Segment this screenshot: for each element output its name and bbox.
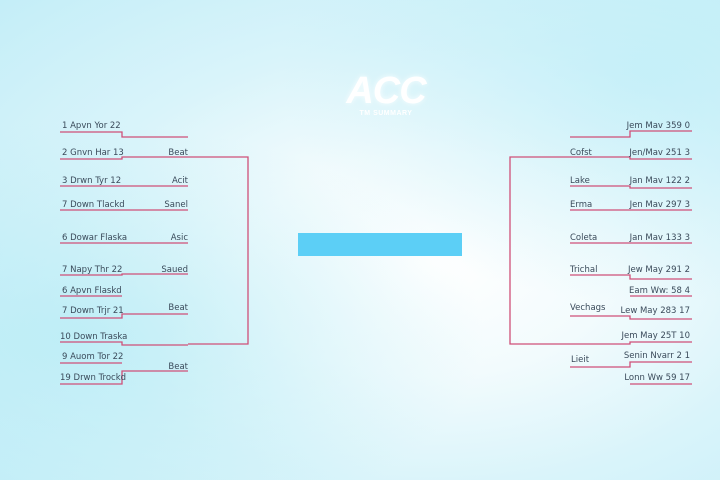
right-team[interactable]: Lew May 283 17 [620,306,691,316]
left-team[interactable]: 7 Down Tlackd [62,200,125,210]
right-team[interactable]: Jem Mav 359 0 [626,121,690,131]
left-winner[interactable]: Beat [168,303,188,313]
right-winner[interactable]: Lake [570,176,590,186]
center-final-slot[interactable] [298,233,462,256]
logo-main: ACC [346,70,426,112]
right-team[interactable]: Jan Mav 133 3 [629,233,690,243]
left-team[interactable]: 19 Drwn Trockd [60,373,127,383]
right-team[interactable]: Jen Mav 297 3 [629,200,690,210]
right-winner[interactable]: Erma [570,200,593,210]
left-team[interactable]: 7 Down Trjr 21 [62,306,124,316]
right-winner[interactable]: Cofst [570,148,592,158]
left-winner[interactable]: Beat [168,148,188,158]
right-winner[interactable]: Lieit [571,355,590,365]
left-team[interactable]: 6 Apvn Flaskd [62,286,122,296]
left-team[interactable]: 2 Gnvn Har 13 [62,148,124,158]
left-team[interactable]: 10 Down Traska [60,332,128,342]
left-winner[interactable]: Sanel [164,200,188,210]
right-team[interactable]: Eam Ww: 58 4 [629,286,690,296]
left-winner[interactable]: Asic [170,233,188,243]
logo-sub: TM SUMMARY [359,110,413,117]
left-winner[interactable]: Acit [171,176,188,186]
left-team[interactable]: 6 Dowar Flaska [62,233,128,243]
right-winner[interactable]: Vechags [570,303,606,313]
logo: ACC TM SUMMARY [336,72,436,118]
right-team[interactable]: Jew May 291 2 [628,265,690,275]
left-team[interactable]: 1 Apvn Yor 22 [62,121,121,131]
right-team[interactable]: Lonn Ww 59 17 [624,373,690,383]
right-team[interactable]: Jen/Mav 251 3 [629,148,690,158]
left-winner[interactable]: Saued [161,265,188,275]
right-team[interactable]: Jem May 25T 10 [621,331,690,341]
left-winner[interactable]: Beat [168,362,188,372]
left-team[interactable]: 9 Auom Tor 22 [62,352,124,362]
right-winner[interactable]: Coleta [570,233,598,243]
left-team[interactable]: 3 Drwn Tyr 12 [62,176,122,186]
right-team[interactable]: Jan Mav 122 2 [629,176,690,186]
right-team[interactable]: Senin Nvarr 2 1 [623,351,690,361]
right-winner[interactable]: Trichal [570,265,598,275]
left-team[interactable]: 7 Napy Thr 22 [62,265,123,275]
